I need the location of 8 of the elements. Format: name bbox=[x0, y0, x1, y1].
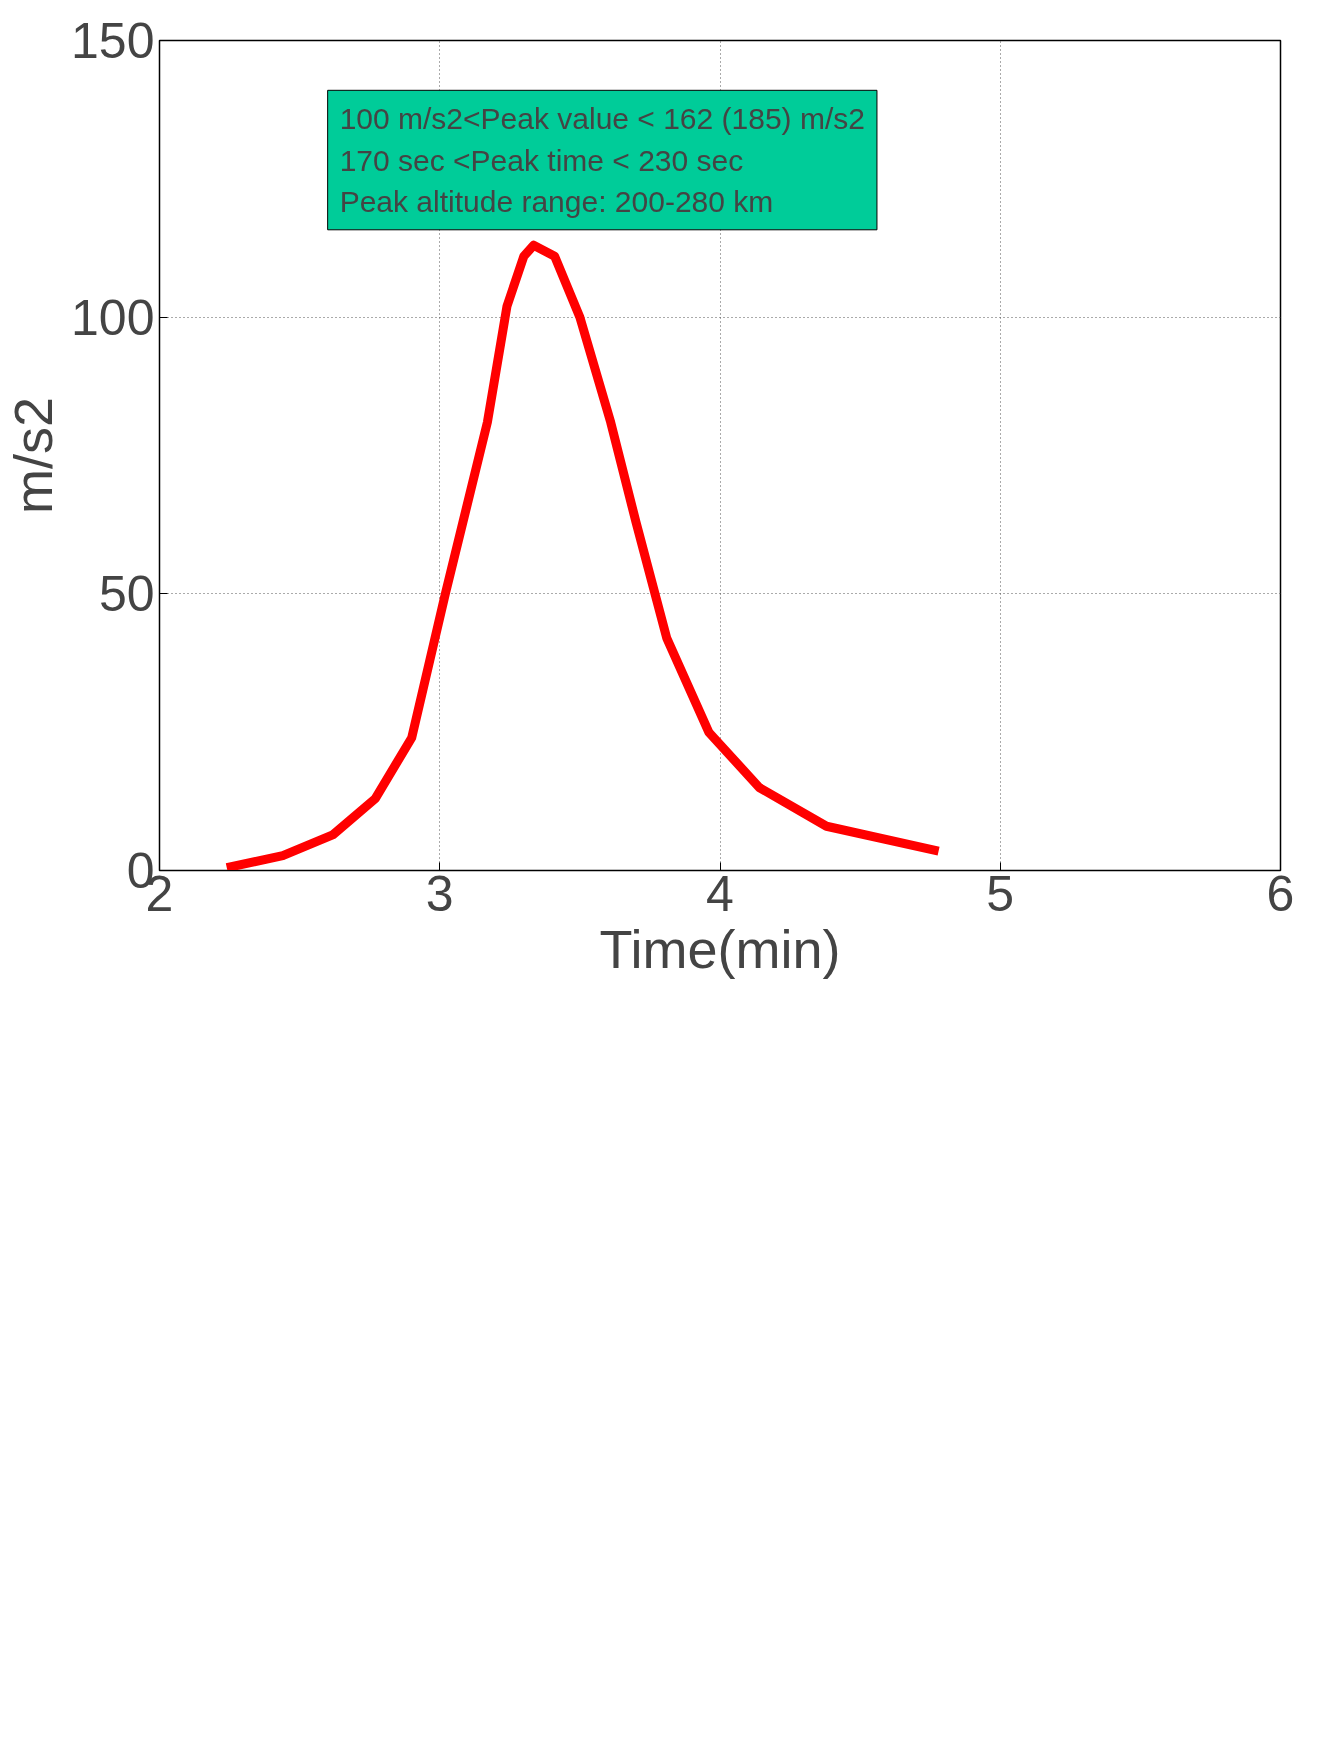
x-tick-label: 6 bbox=[1266, 865, 1295, 922]
y-tick-label: 150 bbox=[71, 13, 155, 69]
x-tick-label: 5 bbox=[986, 865, 1015, 922]
x-tick-label: 3 bbox=[425, 865, 454, 922]
y-tick-label: 50 bbox=[98, 566, 155, 623]
annotation: 100 m/s2<Peak value < 162 (185) m/s2 170 sec <Peak time < 230 sec Peak altitude range: 200-280 km bbox=[339, 102, 865, 218]
y-axis-title: m/s2 bbox=[3, 396, 64, 515]
y-tick-label: 100 bbox=[71, 289, 155, 346]
